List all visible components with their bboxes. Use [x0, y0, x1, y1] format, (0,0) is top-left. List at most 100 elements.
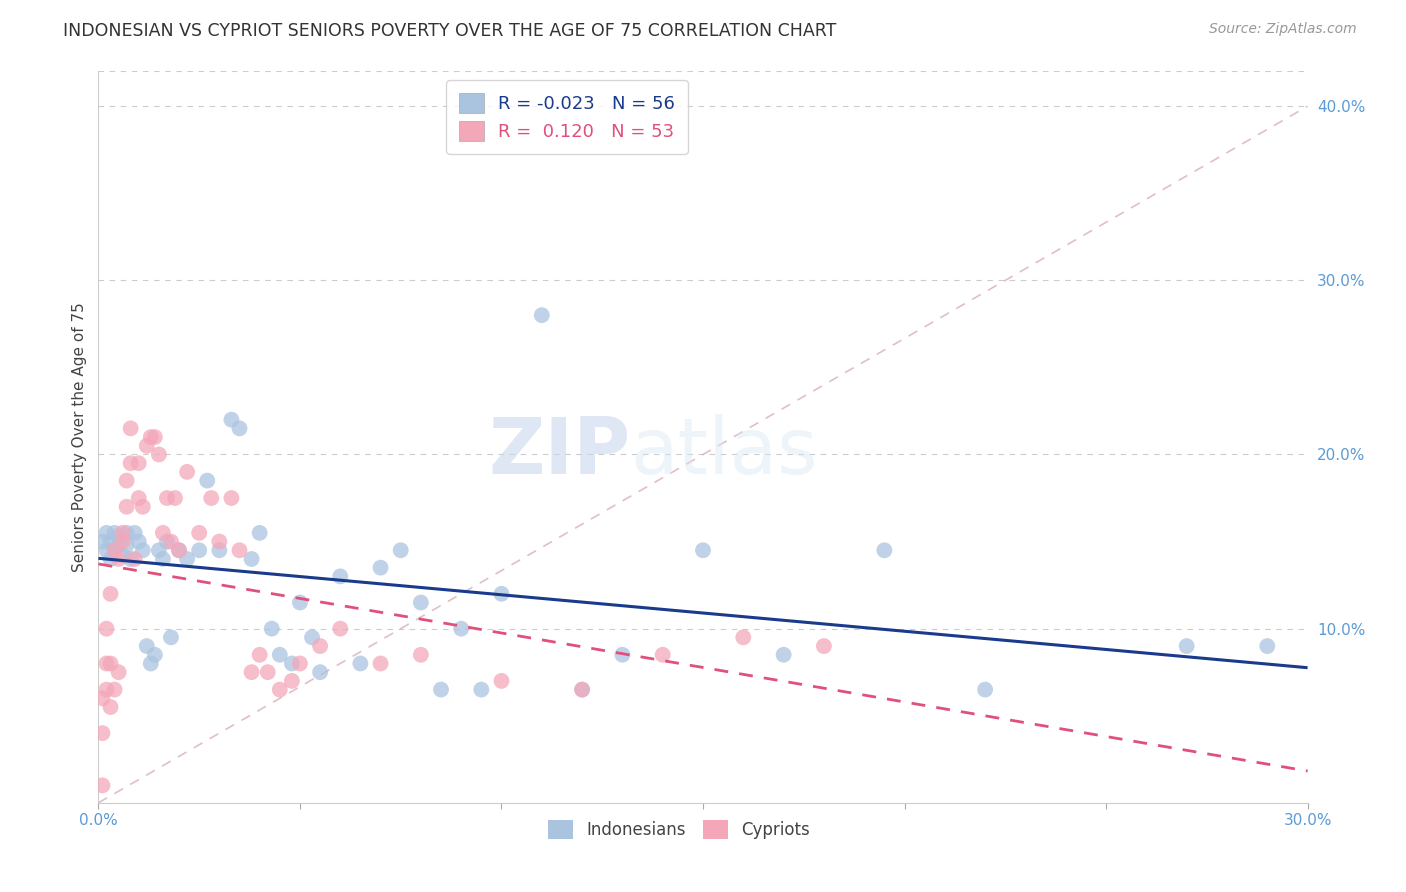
Point — [103, 682, 125, 697]
Point — [100, 587, 122, 601]
Point — [120, 456, 142, 470]
Point — [107, 665, 129, 680]
Point — [96, 543, 118, 558]
Point — [208, 534, 231, 549]
Point — [188, 525, 211, 540]
Point — [281, 657, 304, 671]
Point — [103, 525, 125, 540]
Point — [329, 569, 352, 583]
Point — [100, 552, 122, 566]
Point — [772, 648, 794, 662]
Point — [873, 543, 896, 558]
Point — [148, 448, 170, 462]
Point — [450, 622, 472, 636]
Point — [188, 543, 211, 558]
Text: ZIP: ZIP — [488, 414, 630, 490]
Point — [228, 543, 250, 558]
Point — [96, 622, 118, 636]
Point — [349, 657, 371, 671]
Point — [100, 700, 122, 714]
Point — [692, 543, 714, 558]
Point — [132, 543, 155, 558]
Point — [733, 631, 755, 645]
Point — [132, 500, 155, 514]
Point — [91, 534, 114, 549]
Point — [309, 639, 332, 653]
Point — [1175, 639, 1198, 653]
Point — [115, 474, 138, 488]
Point — [269, 648, 291, 662]
Point — [152, 525, 174, 540]
Text: Source: ZipAtlas.com: Source: ZipAtlas.com — [1209, 22, 1357, 37]
Point — [1256, 639, 1278, 653]
Point — [143, 648, 166, 662]
Point — [111, 534, 134, 549]
Point — [115, 538, 138, 552]
Point — [167, 543, 190, 558]
Point — [309, 665, 332, 680]
Point — [124, 552, 146, 566]
Point — [96, 682, 118, 697]
Point — [120, 421, 142, 435]
Legend: Indonesians, Cypriots: Indonesians, Cypriots — [541, 814, 817, 846]
Point — [221, 491, 243, 505]
Point — [160, 631, 183, 645]
Point — [111, 549, 134, 563]
Point — [974, 682, 997, 697]
Text: INDONESIAN VS CYPRIOT SENIORS POVERTY OVER THE AGE OF 75 CORRELATION CHART: INDONESIAN VS CYPRIOT SENIORS POVERTY OV… — [63, 22, 837, 40]
Point — [240, 665, 263, 680]
Point — [651, 648, 673, 662]
Point — [530, 308, 553, 322]
Point — [176, 465, 198, 479]
Point — [120, 552, 142, 566]
Point — [301, 631, 323, 645]
Point — [491, 673, 513, 688]
Point — [176, 552, 198, 566]
Point — [91, 778, 114, 792]
Text: atlas: atlas — [630, 414, 818, 490]
Point — [139, 657, 162, 671]
Point — [135, 439, 157, 453]
Point — [221, 412, 243, 426]
Point — [288, 595, 311, 609]
Point — [128, 456, 150, 470]
Point — [571, 682, 593, 697]
Point — [128, 491, 150, 505]
Point — [100, 534, 122, 549]
Point — [156, 491, 179, 505]
Point — [124, 525, 146, 540]
Point — [813, 639, 835, 653]
Point — [612, 648, 634, 662]
Point — [167, 543, 190, 558]
Point — [249, 525, 271, 540]
Point — [228, 421, 250, 435]
Y-axis label: Seniors Poverty Over the Age of 75: Seniors Poverty Over the Age of 75 — [72, 302, 87, 572]
Point — [156, 534, 179, 549]
Point — [148, 543, 170, 558]
Point — [208, 543, 231, 558]
Point — [389, 543, 412, 558]
Point — [256, 665, 278, 680]
Point — [107, 552, 129, 566]
Point — [491, 587, 513, 601]
Point — [100, 657, 122, 671]
Point — [91, 726, 114, 740]
Point — [91, 691, 114, 706]
Point — [139, 430, 162, 444]
Point — [249, 648, 271, 662]
Point — [200, 491, 222, 505]
Point — [240, 552, 263, 566]
Point — [96, 657, 118, 671]
Point — [163, 491, 186, 505]
Point — [115, 500, 138, 514]
Point — [103, 543, 125, 558]
Point — [260, 622, 283, 636]
Point — [128, 534, 150, 549]
Point — [329, 622, 352, 636]
Point — [409, 595, 432, 609]
Point — [115, 525, 138, 540]
Point — [470, 682, 492, 697]
Point — [409, 648, 432, 662]
Point — [160, 534, 183, 549]
Point — [269, 682, 291, 697]
